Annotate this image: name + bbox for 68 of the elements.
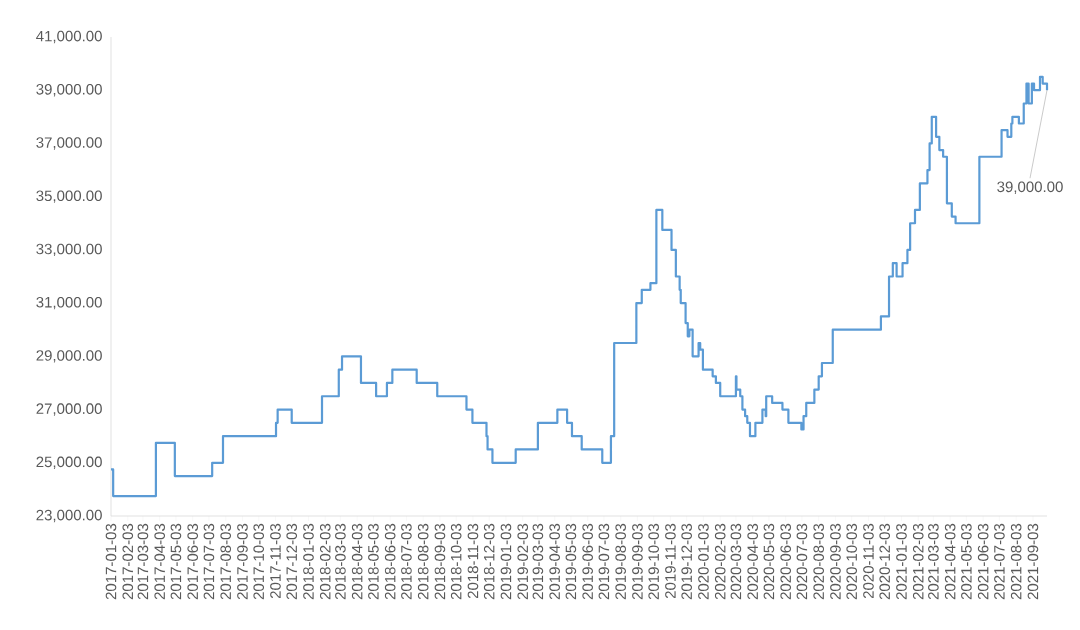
x-tick-label: 2018-05-03 <box>368 523 379 600</box>
x-tick-label: 2019-10-03 <box>648 523 659 600</box>
x-tick-label: 2019-07-03 <box>598 523 610 600</box>
x-tick-label: 2021-04-03 <box>944 523 956 600</box>
y-tick-label: 31,000.00 <box>36 296 102 310</box>
x-tick-label: 2017-03-03 <box>137 523 149 600</box>
x-tick-label: 2020-11-03 <box>863 523 874 599</box>
x-tick-label: 2019-12-03 <box>681 523 692 600</box>
x-tick-label: 2019-02-03 <box>517 523 529 600</box>
y-tick-label: 39,000.00 <box>36 84 102 97</box>
x-tick-label: 2020-06-03 <box>780 523 791 600</box>
x-tick-label: 2017-02-03 <box>122 523 134 600</box>
x-tick-label: 2018-01-03 <box>303 523 314 600</box>
x-tick-label: 2017-11-03 <box>270 523 281 599</box>
x-tick-label: 2018-11-03 <box>467 523 479 599</box>
x-tick-label: 2021-08-03 <box>1010 523 1022 600</box>
x-tick-label: 2017-08-03 <box>220 523 232 600</box>
x-tick-label: 2020-09-03 <box>830 523 841 600</box>
x-tick-label: 2018-03-03 <box>335 523 346 600</box>
x-tick-label: 2021-02-03 <box>912 523 924 600</box>
x-tick-label: 2019-03-03 <box>532 523 544 600</box>
x-tick-label: 2020-03-03 <box>730 523 742 600</box>
x-tick-label: 2017-01-03 <box>105 523 117 600</box>
x-tick-label: 2021-06-03 <box>977 523 989 600</box>
x-tick-label: 2020-02-03 <box>714 523 726 600</box>
x-tick-label: 2020-08-03 <box>813 523 824 600</box>
y-tick-label: 35,000.00 <box>36 190 102 203</box>
x-tick-label: 2020-01-03 <box>698 523 709 600</box>
x-tick-label: 2020-12-03 <box>879 523 890 600</box>
x-tick-label: 2018-12-03 <box>483 523 495 600</box>
x-tick-label: 2017-04-03 <box>154 523 165 600</box>
x-tick-label: 2021-03-03 <box>928 523 939 600</box>
x-tick-label: 2017-10-03 <box>253 523 265 600</box>
x-tick-label: 2017-06-03 <box>187 523 198 600</box>
x-tick-label: 2018-04-03 <box>351 523 363 600</box>
x-tick-label: 2017-12-03 <box>286 523 298 600</box>
y-tick-label: 25,000.00 <box>36 456 102 469</box>
x-tick-label: 2019-09-03 <box>632 523 643 600</box>
annotation: 39,000.00 <box>997 181 1063 194</box>
x-tick-label: 2020-05-03 <box>763 523 775 600</box>
y-tick-label: 23,000.00 <box>36 509 102 523</box>
x-tick-label: 2018-02-03 <box>319 523 331 600</box>
y-tick-label: 29,000.00 <box>36 350 102 363</box>
x-tick-label: 2017-07-03 <box>203 523 215 600</box>
x-tick-label: 2021-05-03 <box>961 523 972 600</box>
x-tick-label: 2018-07-03 <box>401 523 412 600</box>
x-tick-label: 2020-04-03 <box>747 523 758 600</box>
x-tick-label: 2020-10-03 <box>846 523 857 600</box>
x-tick-label: 2021-01-03 <box>896 523 907 600</box>
y-tick-label: 33,000.00 <box>36 243 102 257</box>
x-tick-label: 2018-06-03 <box>384 523 396 600</box>
x-tick-label: 2018-09-03 <box>434 523 446 600</box>
x-tick-label: 2017-05-03 <box>170 523 182 600</box>
x-tick-label: 2021-07-03 <box>994 523 1005 600</box>
x-tick-label: 2019-08-03 <box>615 523 626 600</box>
x-tick-label: 2019-04-03 <box>549 523 560 600</box>
x-tick-label: 2017-09-03 <box>237 523 248 600</box>
x-tick-label: 2020-07-03 <box>796 523 808 600</box>
y-tick-label: 27,000.00 <box>36 403 102 416</box>
x-tick-label: 2018-08-03 <box>417 523 429 600</box>
x-tick-label: 2019-06-03 <box>582 523 593 600</box>
x-tick-label: 2019-05-03 <box>565 523 577 600</box>
x-tick-label: 2018-10-03 <box>450 523 462 600</box>
y-tick-label: 37,000.00 <box>36 137 102 150</box>
x-tick-label: 2021-09-03 <box>1027 523 1039 600</box>
x-tick-label: 2019-01-03 <box>500 523 512 600</box>
x-tick-label: 2019-11-03 <box>665 523 676 599</box>
y-tick-label: 41,000.00 <box>36 30 102 44</box>
